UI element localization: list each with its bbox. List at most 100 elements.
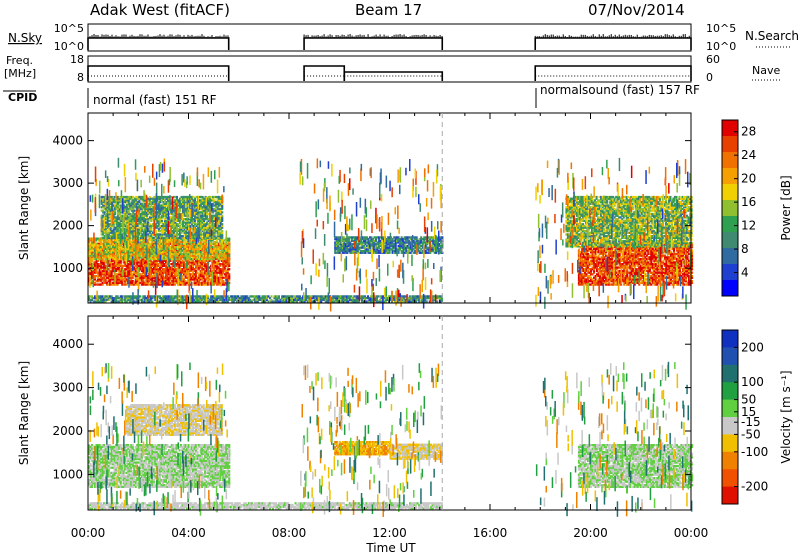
heatmap-cell <box>202 271 205 274</box>
heatmap-cell <box>183 233 186 236</box>
heatmap-cell <box>215 236 218 239</box>
heatmap-cell <box>139 266 142 269</box>
heatmap-cell <box>122 264 125 267</box>
heatmap-cell <box>136 254 139 257</box>
heatmap-cell <box>110 261 113 264</box>
heatmap-cell <box>150 201 153 204</box>
heatmap-cell <box>353 249 356 253</box>
heatmap-cell <box>128 242 131 245</box>
heatmap-cell <box>134 281 137 284</box>
heatmap-cell <box>139 207 142 211</box>
heatmap-cell <box>102 226 105 229</box>
heatmap-cell <box>181 252 184 256</box>
heatmap-cell <box>173 252 176 256</box>
heatmap-cell <box>105 221 108 224</box>
heatmap-cell <box>195 257 198 261</box>
heatmap-cell <box>189 195 192 199</box>
heatmap-cell <box>136 242 139 245</box>
heatmap-cell <box>94 263 97 266</box>
heatmap-cell <box>347 236 350 239</box>
heatmap-cell <box>204 242 207 245</box>
heatmap-cell <box>163 259 166 262</box>
heatmap-cell <box>163 207 166 211</box>
heatmap-cell <box>200 235 203 238</box>
heatmap-cell <box>213 280 216 283</box>
heatmap-cell <box>130 199 133 202</box>
heatmap-cell <box>221 219 224 222</box>
heatmap-cell <box>201 259 204 262</box>
heatmap-cell <box>202 280 205 283</box>
heatmap-cell <box>105 224 108 228</box>
heatmap-cell <box>208 256 211 259</box>
heatmap-cell <box>109 247 112 250</box>
heatmap-cell <box>219 233 222 236</box>
heatmap-cell <box>124 235 127 238</box>
heatmap-cell <box>101 257 104 261</box>
heatmap-cell <box>117 195 120 199</box>
heatmap-cell <box>150 202 153 205</box>
heatmap-cell <box>186 224 189 228</box>
heatmap-cell <box>127 271 130 274</box>
heatmap-cell <box>207 256 210 259</box>
heatmap-cell <box>340 244 343 248</box>
heatmap-cell <box>127 212 130 216</box>
heatmap-cell <box>151 240 154 244</box>
heatmap-cell <box>148 237 151 240</box>
heatmap-cell <box>107 239 110 242</box>
heatmap-cell <box>172 201 175 204</box>
heatmap-cell <box>219 201 222 204</box>
heatmap-cell <box>130 263 133 266</box>
heatmap-cell <box>194 235 197 238</box>
heatmap-cell <box>131 252 134 256</box>
heatmap-cell <box>144 211 147 214</box>
heatmap-cell <box>122 271 125 274</box>
heatmap-cell <box>198 206 201 209</box>
heatmap-cell <box>100 254 103 257</box>
heatmap-cell <box>127 274 130 278</box>
heatmap-cell <box>133 204 136 207</box>
heatmap-cell <box>122 242 125 245</box>
heatmap-cell <box>124 264 127 267</box>
heatmap-cell <box>130 249 133 252</box>
heatmap-cell <box>225 247 228 250</box>
heatmap-cell <box>145 236 148 239</box>
heatmap-cell <box>186 269 189 273</box>
heatmap-cell <box>188 235 191 238</box>
heatmap-cell <box>127 216 130 219</box>
heatmap-cell <box>112 229 115 233</box>
heatmap-cell <box>136 202 139 205</box>
heatmap-cell <box>341 251 344 254</box>
nsky-trace-0 <box>87 37 230 50</box>
heatmap-cell <box>222 271 225 274</box>
heatmap-cell <box>228 252 231 256</box>
heatmap-cell <box>194 212 197 216</box>
heatmap-cell <box>119 261 122 264</box>
heatmap-cell <box>162 228 165 231</box>
heatmap-cell <box>182 201 185 204</box>
heatmap-cell <box>220 257 223 261</box>
heatmap-cell <box>204 212 207 216</box>
heatmap-cell <box>156 235 159 238</box>
heatmap-cell <box>194 214 197 217</box>
heatmap-cell <box>185 221 188 224</box>
heatmap-cell <box>128 273 131 276</box>
heatmap-cell <box>218 233 221 236</box>
heatmap-cell <box>140 264 143 267</box>
heatmap-cell <box>111 195 114 199</box>
heatmap-cell <box>207 283 210 286</box>
heatmap-cell <box>91 280 94 283</box>
heatmap-cell <box>98 246 101 249</box>
heatmap-cell <box>168 231 171 234</box>
heatmap-cell <box>127 239 130 242</box>
heatmap-cell <box>214 280 217 283</box>
heatmap-cell <box>186 197 189 200</box>
heatmap-cell <box>178 249 181 252</box>
heatmap-cell <box>182 207 185 211</box>
heatmap-cell <box>136 197 139 200</box>
heatmap-cell <box>102 209 105 212</box>
heatmap-cell <box>157 281 160 284</box>
heatmap-cell <box>101 252 104 256</box>
heatmap-cell <box>211 252 214 256</box>
heatmap-cell <box>202 249 205 252</box>
heatmap-cell <box>181 242 184 245</box>
